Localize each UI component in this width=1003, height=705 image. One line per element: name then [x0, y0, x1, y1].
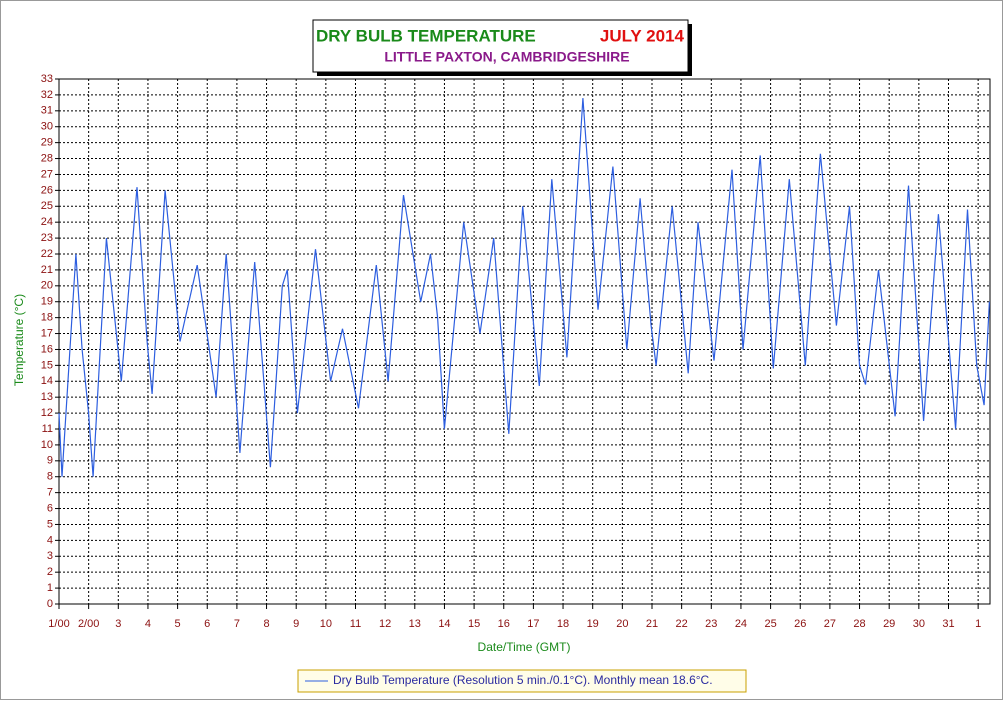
x-tick-label: 24	[735, 618, 747, 630]
y-tick-label: 0	[47, 598, 53, 610]
y-tick-label: 29	[41, 137, 53, 149]
x-tick-label: 5	[175, 618, 181, 630]
x-axis-label: Date/Time (GMT)	[478, 640, 571, 654]
y-tick-label: 12	[41, 407, 53, 419]
y-tick-label: 27	[41, 168, 53, 180]
chart-period: JULY 2014	[600, 26, 685, 45]
x-tick-label: 28	[853, 618, 865, 630]
y-axis-label: Temperature (°C)	[12, 294, 26, 386]
x-tick-label: 2/00	[78, 618, 99, 630]
y-tick-label: 20	[41, 280, 53, 292]
x-tick-label: 10	[320, 618, 332, 630]
legend-box	[297, 669, 747, 693]
y-tick-label: 26	[41, 184, 53, 196]
chart-subtitle: LITTLE PAXTON, CAMBRIDGESHIRE	[384, 49, 629, 65]
x-tick-label: 23	[705, 618, 717, 630]
y-tick-label: 19	[41, 296, 53, 308]
y-tick-label: 16	[41, 343, 53, 355]
title-box	[312, 19, 689, 73]
y-tick-label: 1	[47, 582, 53, 594]
x-tick-label: 1/00	[48, 618, 69, 630]
x-tick-label: 27	[824, 618, 836, 630]
x-tick-label: 17	[527, 618, 539, 630]
y-tick-label: 9	[47, 455, 53, 467]
y-tick-label: 24	[41, 216, 53, 228]
x-tick-label: 1	[975, 618, 981, 630]
y-tick-label: 22	[41, 248, 53, 260]
y-tick-label: 7	[47, 487, 53, 499]
y-tick-label: 28	[41, 152, 53, 164]
x-tick-label: 16	[498, 618, 510, 630]
plot-area	[58, 78, 991, 605]
x-tick-label: 15	[468, 618, 480, 630]
x-tick-label: 8	[263, 618, 269, 630]
y-tick-label: 5	[47, 518, 53, 530]
x-tick-label: 30	[913, 618, 925, 630]
x-tick-label: 31	[942, 618, 954, 630]
y-tick-label: 23	[41, 232, 53, 244]
y-tick-label: 10	[41, 439, 53, 451]
y-tick-label: 2	[47, 566, 53, 578]
y-tick-label: 4	[47, 534, 53, 546]
x-tick-label: 4	[145, 618, 151, 630]
x-tick-label: 11	[350, 618, 361, 630]
x-tick-label: 9	[293, 618, 299, 630]
x-tick-label: 6	[204, 618, 210, 630]
y-tick-label: 3	[47, 550, 53, 562]
x-tick-label: 26	[794, 618, 806, 630]
y-tick-label: 13	[41, 391, 53, 403]
x-tick-label: 20	[616, 618, 628, 630]
x-tick-label: 14	[438, 618, 450, 630]
x-tick-label: 18	[557, 618, 569, 630]
x-tick-label: 12	[379, 618, 391, 630]
y-tick-label: 33	[41, 73, 53, 85]
y-tick-label: 14	[41, 375, 53, 387]
x-tick-label: 7	[234, 618, 240, 630]
x-tick-label: 22	[676, 618, 688, 630]
chart-title: DRY BULB TEMPERATURE	[316, 26, 536, 45]
y-tick-label: 32	[41, 89, 53, 101]
x-tick-label: 13	[409, 618, 421, 630]
x-tick-label: 3	[115, 618, 121, 630]
legend-entry: Dry Bulb Temperature (Resolution 5 min./…	[333, 673, 713, 687]
y-tick-label: 31	[41, 105, 53, 117]
y-tick-label: 18	[41, 312, 53, 324]
data-line	[58, 98, 990, 477]
y-tick-label: 17	[41, 327, 53, 339]
x-tick-label: 25	[764, 618, 776, 630]
y-tick-label: 8	[47, 471, 53, 483]
y-tick-label: 15	[41, 359, 53, 371]
x-tick-label: 21	[646, 618, 658, 630]
y-tick-label: 6	[47, 502, 53, 514]
x-tick-label: 29	[883, 618, 895, 630]
y-tick-label: 21	[41, 264, 53, 276]
y-tick-label: 25	[41, 200, 53, 212]
y-tick-label: 30	[41, 121, 53, 133]
x-tick-label: 19	[587, 618, 599, 630]
y-tick-label: 11	[42, 423, 53, 435]
